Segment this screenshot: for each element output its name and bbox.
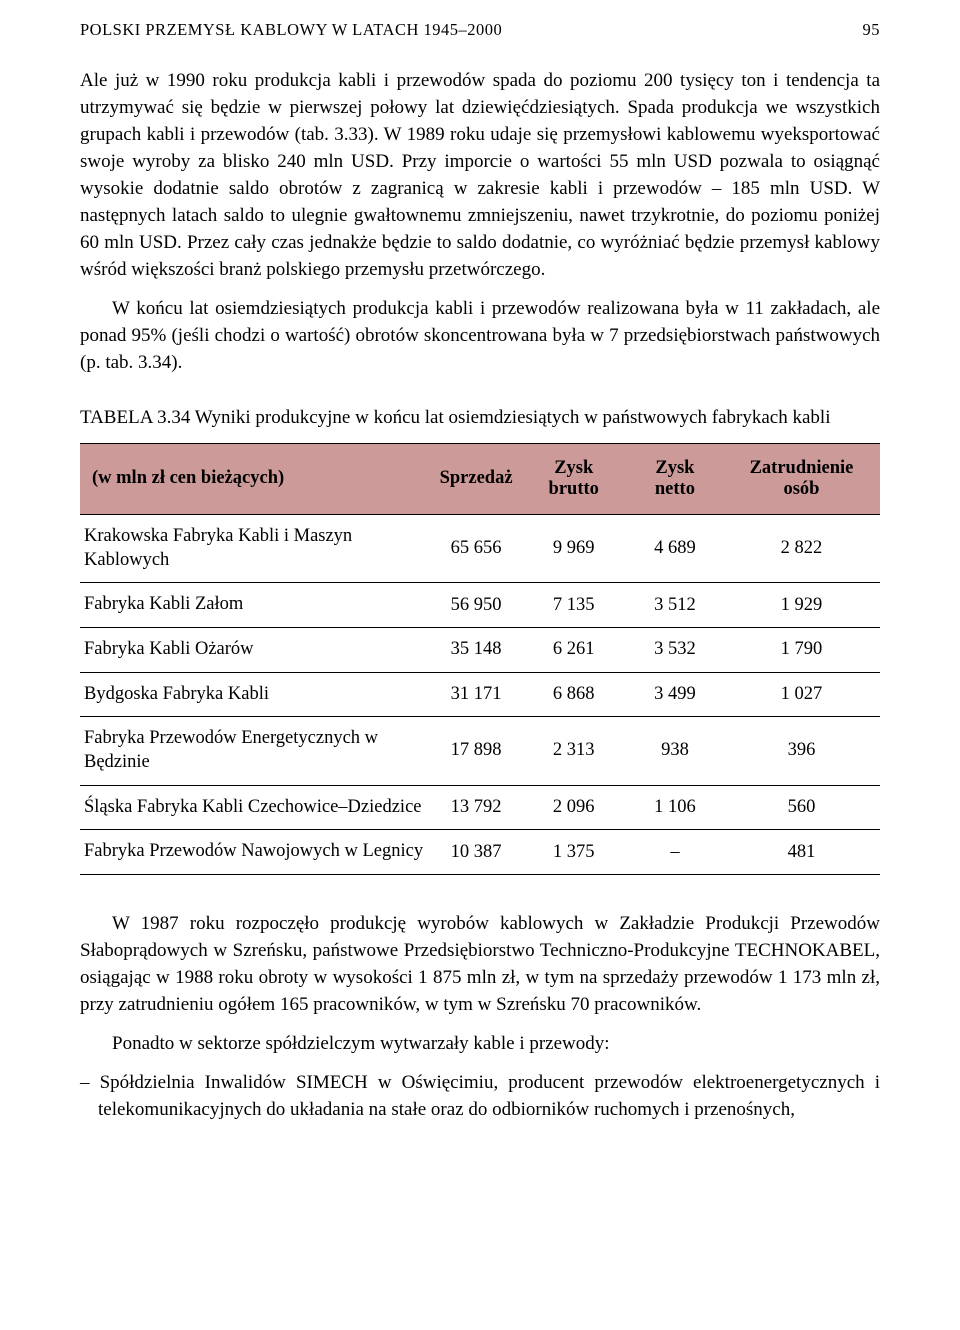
cell-value: 13 792 xyxy=(432,785,521,830)
cell-value: 481 xyxy=(723,830,880,875)
paragraph-2: W końcu lat osiemdziesiątych produkcja k… xyxy=(80,296,880,377)
col-label: (w mln zł cen bieżących) xyxy=(80,443,432,514)
cell-value: 1 929 xyxy=(723,583,880,628)
cell-label: Śląska Fabryka Kabli Czechowice–Dziedzic… xyxy=(80,785,432,830)
table-row: Fabryka Kabli Ożarów 35 148 6 261 3 532 … xyxy=(80,627,880,672)
cell-value: 17 898 xyxy=(432,717,521,785)
col-zatrudnienie: Zatrudnienie osób xyxy=(723,443,880,514)
col-sprzedaz: Sprzedaż xyxy=(432,443,521,514)
cell-value: 9 969 xyxy=(521,514,627,582)
page-number: 95 xyxy=(863,20,881,40)
cell-value: 6 868 xyxy=(521,672,627,717)
table-row: Fabryka Przewodów Energetycznych w Będzi… xyxy=(80,717,880,785)
table-header-row: (w mln zł cen bieżących) Sprzedaż Zysk b… xyxy=(80,443,880,514)
cell-value: 1 106 xyxy=(627,785,723,830)
cell-value: 10 387 xyxy=(432,830,521,875)
cell-value: 3 532 xyxy=(627,627,723,672)
paragraph-1: Ale już w 1990 roku produkcja kabli i pr… xyxy=(80,68,880,284)
cell-value: 1 375 xyxy=(521,830,627,875)
col-zysk-brutto: Zysk brutto xyxy=(521,443,627,514)
col-zysk-netto: Zysk netto xyxy=(627,443,723,514)
cell-value: 1 790 xyxy=(723,627,880,672)
page-container: POLSKI PRZEMYSŁ KABLOWY W LATACH 1945–20… xyxy=(0,0,960,1164)
cell-value: 2 096 xyxy=(521,785,627,830)
table-row: Krakowska Fabryka Kabli i Maszyn Kablowy… xyxy=(80,514,880,582)
page-header: POLSKI PRZEMYSŁ KABLOWY W LATACH 1945–20… xyxy=(80,20,880,40)
cell-value: 2 313 xyxy=(521,717,627,785)
table-row: Śląska Fabryka Kabli Czechowice–Dziedzic… xyxy=(80,785,880,830)
paragraph-3: W 1987 roku rozpoczęło produkcję wyrobów… xyxy=(80,911,880,1019)
cell-value: 560 xyxy=(723,785,880,830)
cell-label: Krakowska Fabryka Kabli i Maszyn Kablowy… xyxy=(80,514,432,582)
table-row: Bydgoska Fabryka Kabli 31 171 6 868 3 49… xyxy=(80,672,880,717)
cell-value: 56 950 xyxy=(432,583,521,628)
cell-value: 6 261 xyxy=(521,627,627,672)
cell-value: 938 xyxy=(627,717,723,785)
paragraph-4: Ponadto w sektorze spółdzielczym wytwarz… xyxy=(80,1031,880,1058)
cell-label: Bydgoska Fabryka Kabli xyxy=(80,672,432,717)
cell-value: 7 135 xyxy=(521,583,627,628)
cell-value: – xyxy=(627,830,723,875)
cell-label: Fabryka Kabli Ożarów xyxy=(80,627,432,672)
cell-value: 65 656 xyxy=(432,514,521,582)
cell-label: Fabryka Przewodów Energetycznych w Będzi… xyxy=(80,717,432,785)
cell-value: 3 512 xyxy=(627,583,723,628)
cell-value: 4 689 xyxy=(627,514,723,582)
cell-value: 31 171 xyxy=(432,672,521,717)
list-item-1: – Spółdzielnia Inwalidów SIMECH w Oświęc… xyxy=(80,1070,880,1124)
cell-value: 1 027 xyxy=(723,672,880,717)
cell-value: 2 822 xyxy=(723,514,880,582)
table-caption: TABELA 3.34 Wyniki produkcyjne w końcu l… xyxy=(80,405,880,431)
cell-value: 3 499 xyxy=(627,672,723,717)
cell-label: Fabryka Kabli Załom xyxy=(80,583,432,628)
table-row: Fabryka Kabli Załom 56 950 7 135 3 512 1… xyxy=(80,583,880,628)
production-table: (w mln zł cen bieżących) Sprzedaż Zysk b… xyxy=(80,443,880,875)
table-row: Fabryka Przewodów Nawojowych w Legnicy 1… xyxy=(80,830,880,875)
cell-value: 35 148 xyxy=(432,627,521,672)
cell-value: 396 xyxy=(723,717,880,785)
header-title: POLSKI PRZEMYSŁ KABLOWY W LATACH 1945–20… xyxy=(80,20,502,40)
cell-label: Fabryka Przewodów Nawojowych w Legnicy xyxy=(80,830,432,875)
